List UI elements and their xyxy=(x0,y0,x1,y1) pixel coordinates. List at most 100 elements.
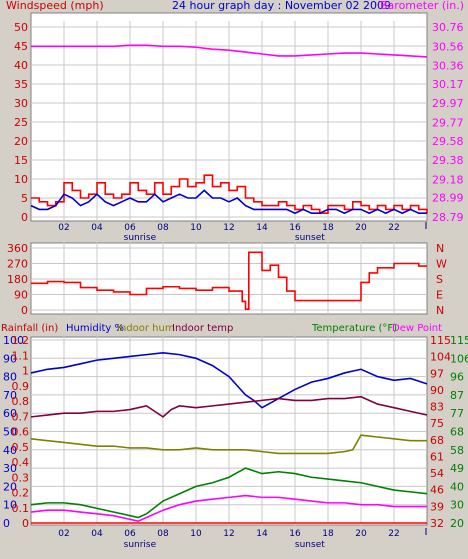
sunset-label-bottom: sunset xyxy=(295,540,325,550)
windspeed-tick-label: 30 xyxy=(14,97,28,110)
x-tick-label: 22 xyxy=(388,223,399,233)
x-tick-label: 04 xyxy=(91,529,103,539)
x-tick-label: 16 xyxy=(289,529,301,539)
x-tick-label: 10 xyxy=(190,223,202,233)
indoor-temp-tick-label: 90 xyxy=(430,384,444,397)
humidity-tick-label: 90 xyxy=(3,352,17,365)
compass-label: N xyxy=(436,304,444,317)
temperature-tick-label: 68 xyxy=(450,426,464,439)
indoor-hum-line xyxy=(30,434,427,455)
barometer-tick-label: 28.79 xyxy=(432,211,464,224)
rainfall-tick-label: 0.9 xyxy=(12,380,30,393)
indoor-temp-tick-label: 39 xyxy=(430,500,444,513)
windspeed-tick-label: 45 xyxy=(14,40,28,53)
windspeed-tick-label: 0 xyxy=(21,211,28,224)
indoor-temp-tick-label: 83 xyxy=(430,401,444,414)
wind-direction-line xyxy=(31,251,427,310)
x-tick-label: 06 xyxy=(124,529,136,539)
windspeed-tick-label: 5 xyxy=(21,192,28,205)
temperature-tick-label: 96 xyxy=(450,371,464,384)
indoor-temp-tick-label: 54 xyxy=(430,467,444,480)
rainfall-tick-label: 1.2 xyxy=(12,334,30,347)
barometer-tick-label: 30.56 xyxy=(432,40,464,53)
barometer-tick-label: 30.76 xyxy=(432,21,464,34)
x-tick-label: 06 xyxy=(124,223,136,233)
sunrise-label-top: sunrise xyxy=(124,233,157,243)
rainfall-title: Rainfall (in) xyxy=(1,323,58,334)
barometer-tick-label: 29.58 xyxy=(432,135,464,148)
sunrise-label-bottom: sunrise xyxy=(124,540,157,550)
temperature-tick-label: 20 xyxy=(450,517,464,530)
humidity-tick-label: 50 xyxy=(3,426,17,439)
wind-barometer-panel: 0 5 10 15 20 25 30 35 40 45 50 28.79 28.99 29.18 29.3… xyxy=(14,12,464,243)
humidity-tick-label: 80 xyxy=(3,371,17,384)
rainfall-tick-label: 0.5 xyxy=(12,441,30,454)
x-tick-label: 14 xyxy=(256,529,268,539)
barometer-tick-label: 29.97 xyxy=(432,97,464,110)
humidity-title: Humidity % xyxy=(66,323,124,334)
rainfall-tick-label: 1.1 xyxy=(12,349,30,362)
windspeed-tick-label: 40 xyxy=(14,59,28,72)
rainfall-tick-label: 0 xyxy=(22,517,29,530)
indoor-temp-tick-label: 61 xyxy=(430,450,444,463)
x-tick-label: 02 xyxy=(58,529,69,539)
compass-label: W xyxy=(436,258,447,271)
rainfall-tick-label: 0.6 xyxy=(12,426,30,439)
x-tick-label: 16 xyxy=(289,223,301,233)
direction-degree-label: 0 xyxy=(21,304,28,317)
windspeed-tick-label: 20 xyxy=(14,135,28,148)
dew-point-line xyxy=(30,494,427,523)
indoor-temp-tick-label: 97 xyxy=(430,367,444,380)
direction-degree-label: 360 xyxy=(7,242,28,255)
x-tick-label: 20 xyxy=(355,529,367,539)
avg-wind-line xyxy=(30,189,427,215)
indoor-temp-tick-label: 115 xyxy=(430,334,451,347)
indoor-temp-tick-label: 75 xyxy=(430,417,444,430)
rainfall-tick-label: 0.1 xyxy=(12,502,30,515)
x-tick-label: 02 xyxy=(58,223,69,233)
direction-degree-label: 180 xyxy=(7,273,28,286)
barometer-tick-label: 28.99 xyxy=(432,192,464,205)
x-tick-label: 12 xyxy=(223,529,234,539)
temperature-tick-label: 40 xyxy=(450,480,464,493)
temperature-tick-label: 58 xyxy=(450,444,464,457)
humidity-tick-label: 20 xyxy=(3,480,17,493)
barometer-title: Barometer (in.) xyxy=(380,0,464,12)
sunset-label-top: sunset xyxy=(295,233,325,243)
temperature-tick-label: 87 xyxy=(450,389,464,402)
temperature-tick-label: 106 xyxy=(450,352,468,365)
x-tick-label: 18 xyxy=(322,223,334,233)
indoor-temp-tick-label: 68 xyxy=(430,434,444,447)
indoor-temp-title: Indoor temp xyxy=(172,323,233,334)
compass-label: E xyxy=(436,289,443,302)
humidity-tick-label: 70 xyxy=(3,389,17,402)
temperature-tick-label: 49 xyxy=(450,462,464,475)
dew-point-title: Dew Point xyxy=(392,323,442,334)
rainfall-tick-label: 0.4 xyxy=(12,456,30,469)
x-tick-label: 18 xyxy=(322,529,334,539)
compass-label: N xyxy=(436,242,444,255)
windspeed-tick-label: 15 xyxy=(14,154,28,167)
direction-degree-label: 270 xyxy=(7,258,28,271)
x-tick-label: 04 xyxy=(91,223,103,233)
barometer-tick-label: 29.18 xyxy=(432,173,464,186)
windspeed-tick-label: 25 xyxy=(14,116,28,129)
humidity-tick-label: 10 xyxy=(3,499,17,512)
x-tick-label: 08 xyxy=(157,529,169,539)
windspeed-title: Windspeed (mph) xyxy=(6,0,104,12)
indoor-temp-line xyxy=(30,395,428,418)
windspeed-tick-label: 50 xyxy=(14,21,28,34)
humidity-line xyxy=(30,352,428,409)
rainfall-tick-label: 0.8 xyxy=(12,395,30,408)
compass-label: S xyxy=(436,273,443,286)
rainfall-tick-label: 0.2 xyxy=(12,487,30,500)
x-tick-label: 22 xyxy=(388,529,399,539)
humidity-tick-label: 60 xyxy=(3,407,17,420)
humidity-tick-label: 30 xyxy=(3,462,17,475)
barometer-tick-label: 30.36 xyxy=(432,60,464,73)
x-tick-label: 14 xyxy=(256,223,268,233)
indoor-temp-tick-label: 46 xyxy=(430,484,444,497)
windspeed-tick-label: 10 xyxy=(14,173,28,186)
